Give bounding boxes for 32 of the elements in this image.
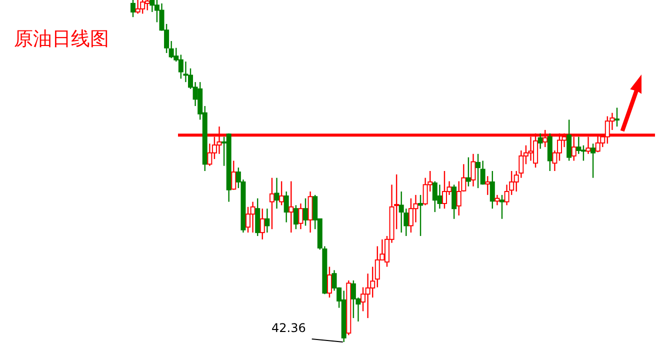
candlestick bbox=[418, 194, 424, 237]
candlestick bbox=[538, 132, 543, 150]
candlestick bbox=[547, 132, 552, 172]
candlestick bbox=[308, 190, 313, 234]
candlestick bbox=[269, 177, 274, 230]
candlestick bbox=[260, 208, 265, 240]
candlestick bbox=[279, 180, 284, 206]
candlestick bbox=[231, 160, 236, 190]
candlestick bbox=[494, 194, 500, 206]
candlestick bbox=[614, 107, 620, 128]
candlestick bbox=[303, 198, 308, 226]
candlestick bbox=[490, 170, 495, 210]
candlestick bbox=[274, 177, 280, 210]
candlestick bbox=[590, 143, 596, 178]
text: 原油日线图 bbox=[14, 28, 109, 50]
candlestick bbox=[293, 204, 298, 230]
candlestick bbox=[470, 153, 476, 187]
candlestick bbox=[255, 198, 260, 237]
candlestick bbox=[485, 176, 490, 196]
annotation: 42.36 bbox=[271, 321, 306, 335]
candlestick bbox=[298, 202, 304, 230]
candlestick bbox=[576, 136, 582, 154]
candlestick bbox=[288, 180, 294, 234]
candlestick bbox=[452, 184, 457, 220]
candlestick bbox=[130, 0, 136, 18]
candlestick bbox=[499, 194, 504, 220]
candlestick bbox=[476, 153, 481, 189]
candlestick bbox=[284, 190, 289, 223]
candlestick bbox=[326, 266, 332, 298]
candlestick bbox=[466, 156, 471, 187]
candlestick bbox=[566, 119, 572, 162]
candlestick bbox=[264, 208, 270, 234]
